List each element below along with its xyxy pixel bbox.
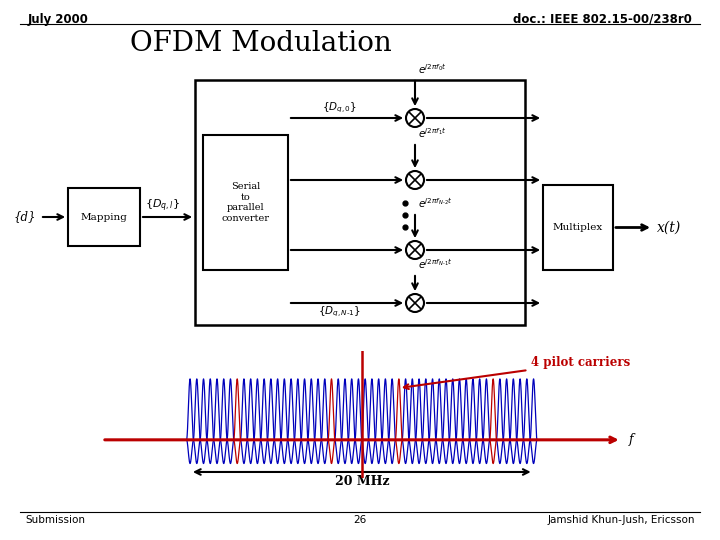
Bar: [68, 188, 140, 246]
Text: Jamshid Khun-Jush, Ericsson: Jamshid Khun-Jush, Ericsson: [547, 515, 695, 525]
Text: f: f: [629, 433, 634, 447]
Text: Multiplex: Multiplex: [553, 223, 603, 232]
Text: $e^{j2\pi f_1 t}$: $e^{j2\pi f_1 t}$: [418, 126, 447, 140]
Bar: [543, 185, 613, 270]
Text: July 2000: July 2000: [28, 13, 89, 26]
Text: $e^{j2\pi f_0 t}$: $e^{j2\pi f_0 t}$: [418, 62, 447, 76]
Text: 20 MHz: 20 MHz: [335, 475, 389, 488]
Bar: [195, 80, 525, 325]
Text: $\{D_{q,l}\}$: $\{D_{q,l}\}$: [145, 198, 180, 214]
Text: 26: 26: [354, 515, 366, 525]
Text: $e^{j2\pi f_{N\text{-}2} t}$: $e^{j2\pi f_{N\text{-}2} t}$: [418, 196, 453, 210]
Text: Submission: Submission: [25, 515, 85, 525]
Text: $\{D_{q,0}\}$: $\{D_{q,0}\}$: [323, 100, 358, 115]
Text: OFDM Modulation: OFDM Modulation: [130, 30, 392, 57]
Text: Serial
to
parallel
converter: Serial to parallel converter: [222, 183, 269, 222]
Text: doc.: IEEE 802.15-00/238r0: doc.: IEEE 802.15-00/238r0: [513, 13, 692, 26]
Text: Mapping: Mapping: [81, 213, 127, 221]
Text: $e^{j2\pi f_{N\text{-}1} t}$: $e^{j2\pi f_{N\text{-}1} t}$: [418, 257, 453, 271]
Text: $\{D_{q,N\text{-}1}\}$: $\{D_{q,N\text{-}1}\}$: [318, 305, 361, 319]
Bar: [203, 135, 288, 270]
Text: {d}: {d}: [14, 211, 36, 224]
Text: 4 pilot carriers: 4 pilot carriers: [404, 356, 631, 389]
Text: x(t): x(t): [657, 220, 681, 234]
